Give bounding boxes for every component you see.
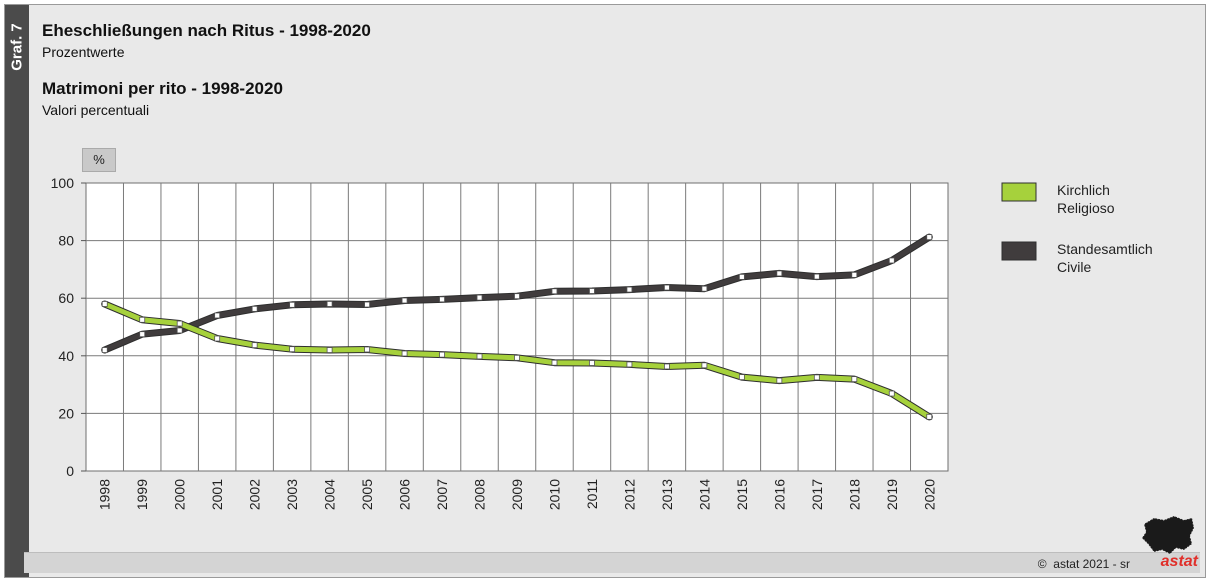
x-tick-label: 2000 [172,479,188,510]
data-point-kirchlich [139,316,146,323]
credit-text: © astat 2021 - sr [1038,557,1130,571]
data-point-standesamtlich [139,331,146,338]
legend-label-it: Religioso [1057,200,1115,216]
x-tick-label: 2015 [734,479,750,510]
data-point-kirchlich [401,350,408,357]
x-tick-label: 2009 [509,479,525,510]
data-point-kirchlich [439,351,445,358]
data-point-standesamtlich [813,273,820,280]
data-point-kirchlich [176,320,183,327]
x-tick-label: 2016 [771,479,787,510]
astat-brand: astat [1160,553,1198,570]
legend-swatch-kirchlich [1001,182,1037,202]
data-point-kirchlich [326,347,333,353]
data-point-kirchlich [813,374,820,381]
data-point-standesamtlich [176,327,183,334]
data-point-standesamtlich [926,234,933,241]
data-point-kirchlich [664,363,670,370]
data-point-kirchlich [776,377,783,384]
data-point-standesamtlich [851,271,858,278]
data-point-standesamtlich [551,288,558,295]
copyright-symbol: © [1037,557,1047,571]
data-point-kirchlich [851,376,858,383]
data-point-standesamtlich [364,301,370,308]
data-point-kirchlich [888,390,895,397]
x-tick-label: 2008 [472,479,488,510]
data-point-standesamtlich [326,301,333,307]
data-point-standesamtlich [664,284,670,291]
data-point-standesamtlich [439,296,445,303]
data-point-standesamtlich [101,347,108,353]
legend-label: Kirchlich [1057,182,1110,198]
data-point-standesamtlich [701,285,708,292]
x-tick-label: 2013 [659,479,675,510]
x-tick-label: 2012 [621,479,637,510]
astat-logo-icon [1141,515,1195,555]
x-tick-label: 2007 [434,479,450,510]
y-tick-label: 100 [51,175,75,191]
y-tick-label: 40 [58,348,74,364]
data-point-kirchlich [701,362,708,369]
data-point-standesamtlich [626,286,633,293]
chart-subtitle-it: Valori percentuali [42,102,150,118]
data-point-kirchlich [589,360,595,366]
y-tick-label: 60 [58,290,74,306]
data-point-kirchlich [364,346,370,353]
data-point-standesamtlich [776,270,783,277]
data-point-kirchlich [738,374,745,381]
y-unit-label: % [82,148,116,172]
data-point-standesamtlich [476,294,483,301]
x-tick-label: 2003 [284,479,300,510]
data-point-standesamtlich [289,301,296,308]
data-point-kirchlich [214,335,221,342]
data-point-standesamtlich [589,288,595,294]
data-point-standesamtlich [251,305,258,312]
x-tick-label: 1998 [97,479,113,510]
data-point-kirchlich [251,342,258,349]
x-tick-label: 2001 [209,479,225,510]
data-point-kirchlich [514,354,520,361]
x-tick-label: 2017 [809,479,825,510]
data-point-standesamtlich [888,257,895,264]
data-point-standesamtlich [401,297,408,304]
x-tick-label: 2011 [584,479,600,509]
x-tick-label: 2004 [322,479,338,510]
data-point-kirchlich [551,359,558,366]
x-tick-label: 2010 [546,479,562,510]
x-tick-label: 1999 [134,479,150,510]
data-point-kirchlich [289,346,296,353]
chart-subtitle-de: Prozentwerte [42,44,125,60]
y-tick-label: 80 [58,233,74,249]
data-point-standesamtlich [738,273,745,280]
data-point-kirchlich [476,353,483,360]
side-tab: Graf. 7 [5,5,29,577]
x-tick-label: 2019 [884,479,900,510]
footer-bar [24,552,1200,573]
x-tick-label: 2005 [359,479,375,510]
credit-label: astat 2021 - sr [1053,557,1130,571]
x-tick-label: 2006 [397,479,413,510]
x-tick-label: 2002 [247,479,263,510]
y-tick-label: 20 [58,405,74,421]
chart-title-de: Eheschließungen nach Ritus - 1998-2020 [42,21,371,40]
legend-label: Standesamtlich [1057,241,1153,257]
y-tick-label: 0 [66,463,74,479]
data-point-kirchlich [101,301,108,307]
x-tick-label: 2020 [921,479,937,510]
data-point-standesamtlich [214,312,221,319]
legend-swatch-standesamtlich [1001,241,1037,261]
legend-label-it: Civile [1057,259,1091,275]
data-point-standesamtlich [514,293,520,300]
plot-area [85,182,949,472]
x-tick-label: 2014 [696,479,712,510]
data-point-kirchlich [926,413,933,420]
chart-title-it: Matrimoni per rito - 1998-2020 [42,79,283,98]
data-point-kirchlich [626,361,633,368]
x-tick-label: 2018 [846,479,862,510]
